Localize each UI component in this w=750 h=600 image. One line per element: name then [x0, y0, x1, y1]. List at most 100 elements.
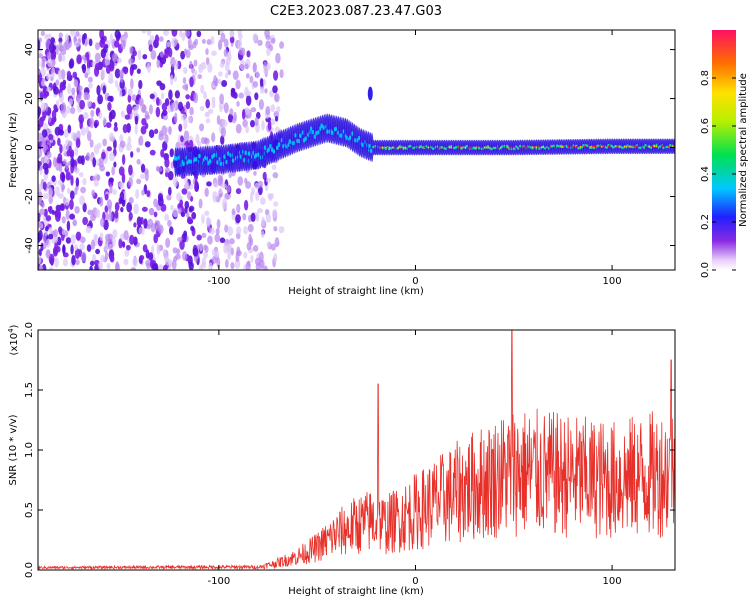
noise-cell [158, 133, 165, 141]
noise-cell [78, 90, 83, 97]
ridge-core-cell [322, 125, 326, 130]
noise-cell [48, 114, 52, 123]
noise-cell [227, 69, 232, 76]
noise-cell [68, 98, 73, 106]
ridge-core-cell [219, 161, 223, 166]
noise-cell [111, 53, 118, 63]
noise-cell [48, 267, 54, 270]
noise-cell [88, 82, 93, 89]
noise-cell [265, 177, 271, 183]
ridge-core-cell [277, 142, 281, 147]
ridge-core-cell [208, 158, 212, 164]
noise-cell [93, 233, 98, 241]
noise-cell [125, 142, 132, 152]
ridge-core-cell [216, 160, 219, 165]
noise-cell [267, 120, 272, 131]
noise-cell [96, 85, 101, 96]
noise-cell [216, 219, 221, 229]
ridge-core-cell [552, 144, 556, 148]
noise-cell [235, 123, 242, 134]
noise-cell [150, 49, 157, 60]
noise-cell [45, 226, 49, 232]
noise-cell [179, 199, 184, 208]
noise-cell [173, 176, 178, 188]
noise-cell [38, 212, 41, 219]
noise-cell [62, 79, 67, 86]
ridge-core-cell [348, 135, 352, 140]
noise-cell [128, 177, 133, 187]
noise-cell [164, 134, 169, 144]
noise-cell [39, 208, 46, 216]
snr-x-tick-label: 100 [603, 576, 622, 587]
spectrogram-panel: -100 0 100 -40 -20 0 20 40 Height of straight l… [8, 29, 676, 297]
noise-cell [50, 37, 55, 44]
noise-cell [208, 262, 213, 270]
stray-blob [367, 86, 373, 101]
ridge-core-cell [665, 145, 669, 149]
noise-cell [204, 111, 209, 118]
noise-cell [187, 115, 192, 124]
noise-cell [62, 159, 67, 165]
noise-cell [85, 225, 92, 234]
noise-cell [106, 262, 111, 270]
noise-cell [88, 38, 93, 47]
noise-cell [94, 122, 98, 129]
noise-cell [123, 230, 129, 241]
noise-cell [236, 101, 240, 107]
noise-cell [113, 139, 117, 150]
noise-cell [274, 237, 280, 248]
noise-cell [141, 104, 147, 113]
noise-cell [159, 82, 166, 91]
noise-cell [91, 102, 96, 110]
noise-cell [243, 251, 248, 259]
noise-cell [205, 48, 209, 56]
spectrogram-y-tick-label: 40 [24, 43, 35, 56]
noise-cell [189, 60, 193, 69]
noise-cell [98, 112, 103, 119]
noise-cell [38, 229, 43, 241]
noise-cell [137, 49, 142, 61]
noise-cell [58, 32, 63, 39]
noise-cell [71, 87, 76, 96]
noise-cell [160, 92, 165, 100]
noise-cell [128, 197, 134, 204]
noise-cell [206, 181, 212, 187]
noise-cell [270, 37, 276, 44]
noise-cell [100, 48, 107, 59]
noise-cell [215, 227, 220, 235]
noise-cell [153, 211, 158, 218]
noise-cell [100, 255, 106, 263]
noise-cell [89, 139, 94, 148]
noise-cell [90, 109, 95, 118]
noise-cell [104, 56, 111, 67]
noise-cell [105, 212, 109, 223]
ridge-core-cell [330, 130, 334, 136]
noise-cell [131, 94, 137, 102]
noise-cell [51, 109, 57, 120]
noise-cell [87, 76, 93, 83]
noise-cell [191, 211, 197, 220]
noise-cell [75, 177, 80, 187]
noise-cell [46, 249, 51, 258]
noise-cell [38, 39, 41, 51]
noise-cell [114, 122, 118, 128]
noise-cell [234, 258, 241, 269]
noise-cell [54, 186, 60, 197]
noise-cell [45, 215, 52, 222]
noise-cell [68, 145, 72, 154]
noise-cell [150, 222, 156, 233]
noise-cell [255, 70, 260, 79]
noise-cell [252, 245, 259, 252]
ridge-core-cell [649, 146, 653, 149]
noise-cell [48, 253, 55, 265]
ridge-core-cell [315, 130, 318, 136]
noise-cell [261, 120, 265, 131]
noise-cell [273, 201, 279, 207]
noise-cell [242, 213, 247, 221]
noise-cell [104, 242, 109, 251]
noise-cell [74, 187, 78, 196]
noise-cell [114, 202, 120, 212]
colorbar-gradient [712, 30, 736, 270]
noise-cell [61, 172, 66, 183]
noise-cell [211, 100, 216, 109]
